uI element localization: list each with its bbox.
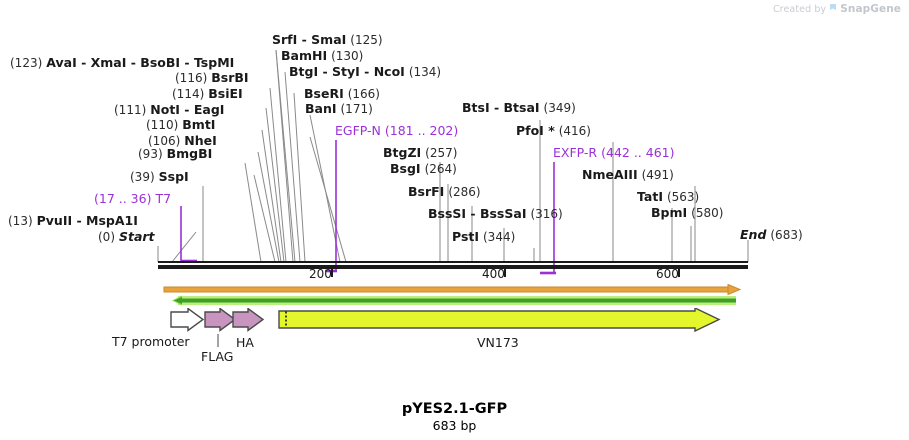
enzyme-label-srfi-smai: SrfI - SmaI (125) [272,32,383,47]
ruler-label-200: 200 [309,267,332,281]
ruler-label-400: 400 [482,267,505,281]
enzyme-label-btgi-styi-ncoi: BtgI - StyI - NcoI (134) [289,64,442,79]
flag-caption-leader [217,334,219,347]
enzyme-label-pvuii-mspa1i: (13) PvuII - MspA1I [8,213,138,228]
ruler-backbone [158,265,748,269]
enzyme-label-psti: PstI (344) [452,229,516,244]
enzyme-label-sspi: (39) SspI [130,169,189,184]
enzyme-label-tati: TatI (563) [637,189,700,204]
start-label: (0) Start [98,229,155,244]
primer-label-exfp-r: EXFP-R (442 .. 461) [553,145,675,160]
enzyme-label-bsssi-bsssai: BssSI - BssSaI (316) [428,206,563,221]
enzyme-label-noti-eagi: (111) NotI - EagI [114,102,225,117]
primer-label-egfp-n: EGFP-N (181 .. 202) [335,123,459,138]
ruler-tick-400 [504,268,506,277]
enzyme-label-btgzi: BtgZI (257) [383,145,458,160]
feature-arrow-t7-promoter [170,308,205,332]
enzyme-label-bpmi: BpmI (580) [651,205,724,220]
ruler-tick-600 [678,268,680,277]
feature-arrow-ha [232,308,265,332]
enzyme-label-pfoi: PfoI * (416) [516,123,591,138]
enzyme-label-bmgbi: (93) BmgBI [138,146,213,161]
snapgene-flag-icon [829,3,837,15]
enzyme-label-bamhi: BamHI (130) [281,48,364,63]
enzyme-label-btsi-btsai: BtsI - BtsaI (349) [462,100,576,115]
feature-arrow-flag [204,308,237,332]
enzyme-label-bsrfi: BsrFI (286) [408,184,481,199]
enzyme-label-bseri: BseRI (166) [304,86,380,101]
feature-arrow-vn173 [278,308,721,333]
feature-caption-t7-promoter: T7 promoter [112,334,190,349]
end-label: End (683) [740,227,803,242]
enzyme-label-nmeaiii: NmeAIII (491) [582,167,674,182]
feature-caption-vn173: VN173 [477,335,519,350]
watermark-prefix: Created by [772,3,827,15]
enzyme-label-bmti: (110) BmtI [146,117,216,132]
feature-caption-flag: FLAG [201,349,234,364]
plasmid-title: pYES2.1-GFP [401,401,508,417]
enzyme-label-bsrbi: (116) BsrBI [175,70,249,85]
enzyme-label-bsiei: (114) BsiEI [172,86,243,101]
ruler-label-600: 600 [656,267,679,281]
snapgene-watermark: Created by SnapGene [773,3,901,15]
watermark-brand: SnapGene [840,3,901,15]
green-feature-track [172,295,736,306]
orange-feature-track [163,284,742,296]
enzyme-label-avai-group: (123) AvaI - XmaI - BsoBI - TspMI [10,55,235,70]
enzyme-label-bani: BanI (171) [305,101,373,116]
plasmid-length: 683 bp [432,418,477,433]
ruler-tick-200 [331,268,333,277]
enzyme-label-bsgi: BsgI (264) [390,161,457,176]
enzyme-label-nhei: (106) NheI [148,133,217,148]
feature-caption-ha: HA [236,335,254,350]
primer-label-t7: (17 .. 36) T7 [94,191,172,206]
ruler-upper-line [158,261,748,263]
